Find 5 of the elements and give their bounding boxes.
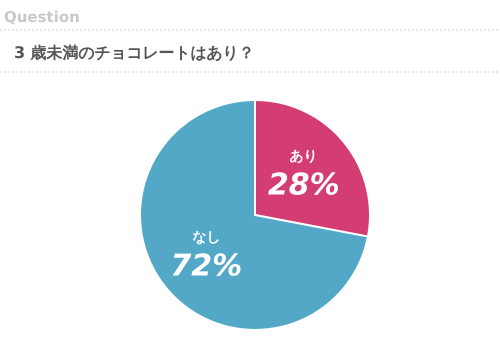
slice-label: なし xyxy=(192,229,220,246)
title: 3 歳未満のチョコレートはあり？ xyxy=(14,43,255,62)
slice-label: あり xyxy=(290,148,318,165)
data-label: 28% xyxy=(268,168,340,203)
data-label: 72% xyxy=(170,248,242,284)
